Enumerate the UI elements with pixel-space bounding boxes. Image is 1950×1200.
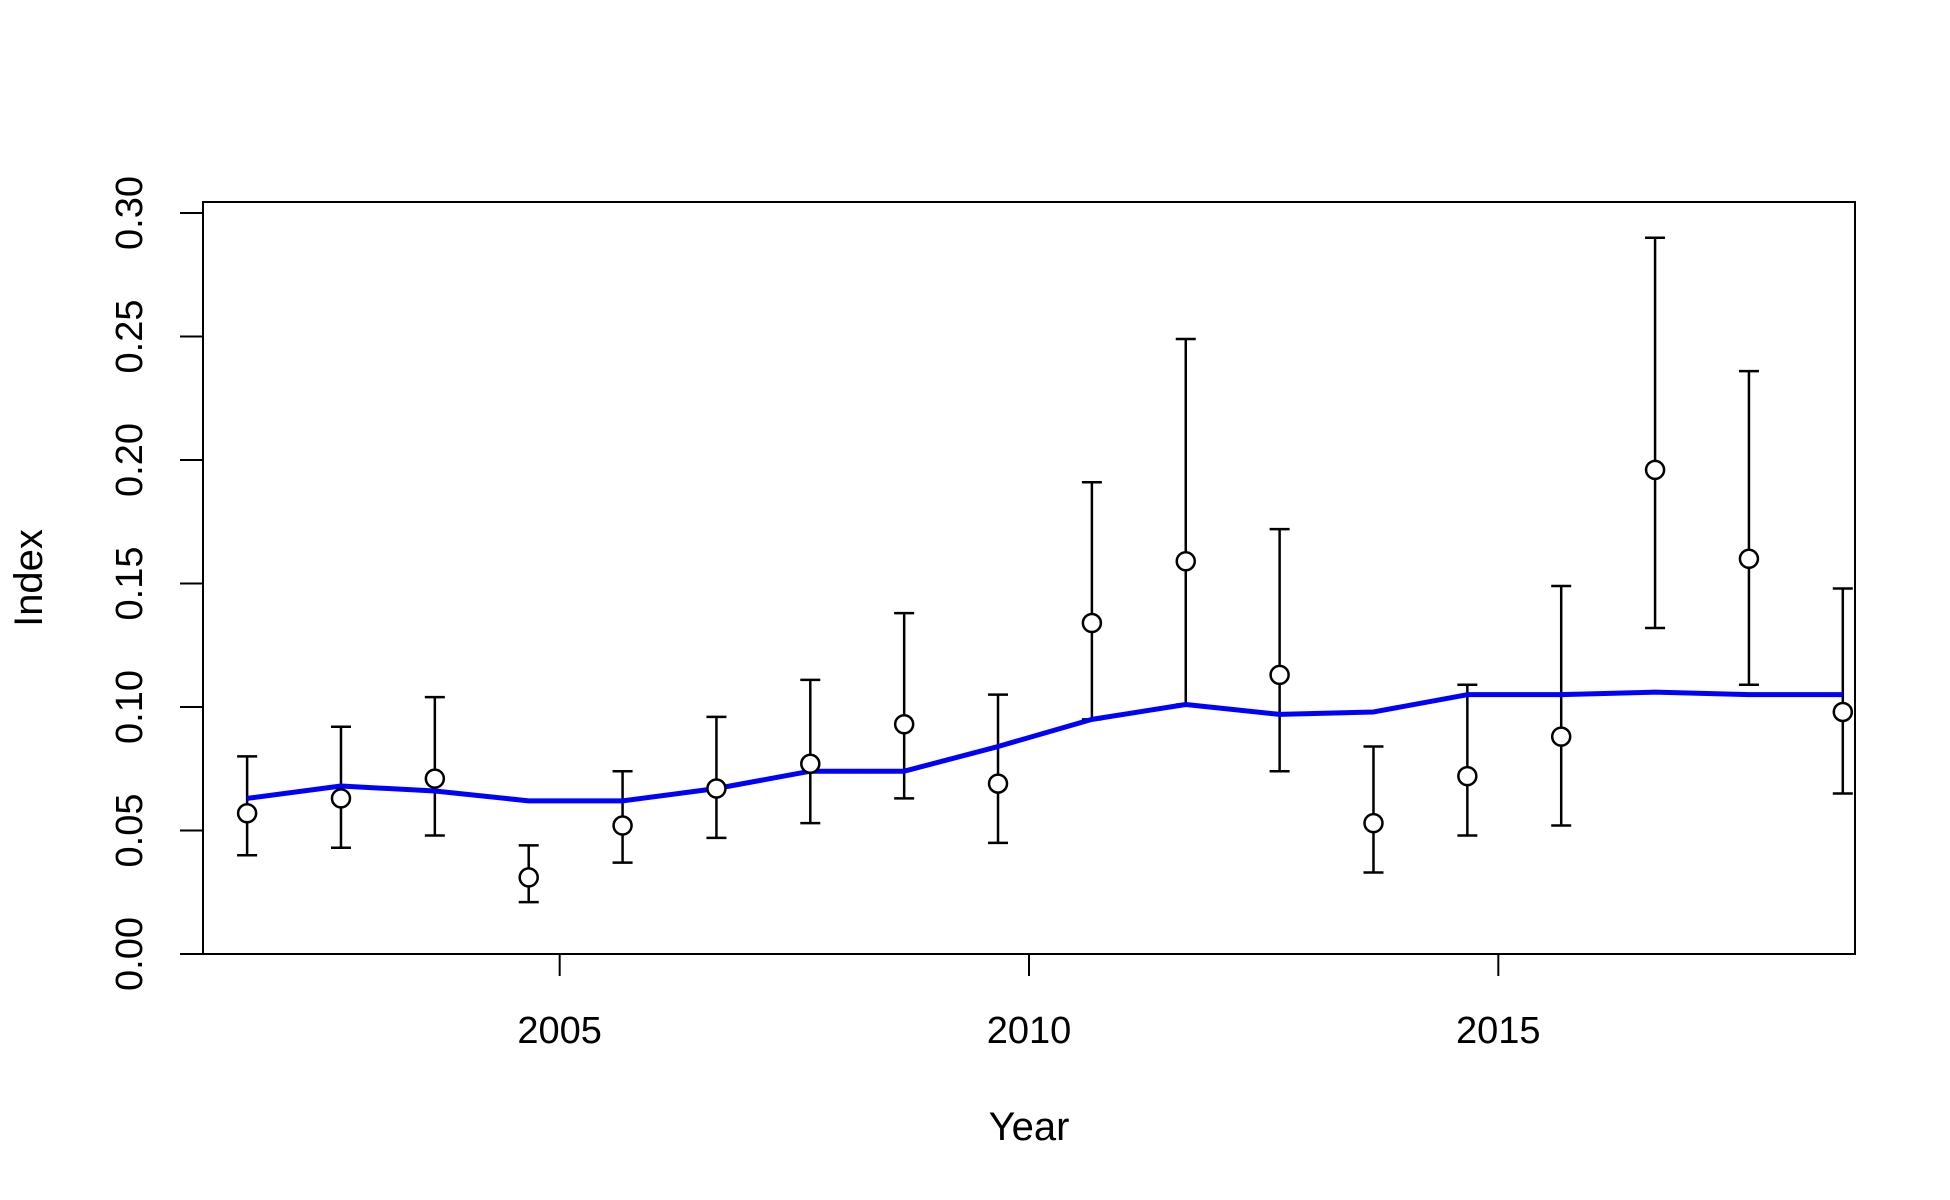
y-tick-label: 0.00 [109,917,151,991]
y-tick-label: 0.15 [109,547,151,621]
observed-point [1269,664,1290,686]
x-tick-label: 2015 [1456,1010,1541,1052]
observed-point [987,773,1009,794]
x-axis-title: Year [989,1105,1070,1149]
observed-point [1738,548,1760,570]
fitted-line [246,689,1843,804]
y-tick-label: 0.25 [109,300,151,374]
y-tick-label: 0.10 [109,670,151,744]
observed-point [1832,701,1854,723]
x-axis: 2005 2010 2015 [517,953,1541,1052]
observed-point [706,778,727,799]
observed-point [1363,812,1384,834]
observed-point [1550,726,1572,747]
y-tick-label: 0.05 [109,794,151,868]
error-bars [237,236,1853,904]
y-axis: 0.00 0.05 0.10 0.15 0.20 0.25 0.30 [109,176,204,991]
observed-point [1081,612,1103,634]
plot-frame [202,201,1856,955]
observed-points [236,459,1854,888]
y-axis-title: Index [7,529,51,627]
observed-point [236,802,258,824]
x-tick-label: 2010 [987,1010,1072,1052]
observed-point [1457,765,1478,787]
observed-point [424,768,446,789]
observed-point [1175,551,1197,572]
observed-point [330,788,352,809]
observed-point [518,867,539,888]
observed-point [800,753,821,775]
observed-point [1644,459,1666,481]
observed-point [893,714,915,735]
y-tick-label: 0.30 [109,176,151,250]
x-tick-label: 2005 [517,1010,602,1052]
y-tick-label: 0.20 [109,423,151,497]
observed-point [612,815,633,836]
